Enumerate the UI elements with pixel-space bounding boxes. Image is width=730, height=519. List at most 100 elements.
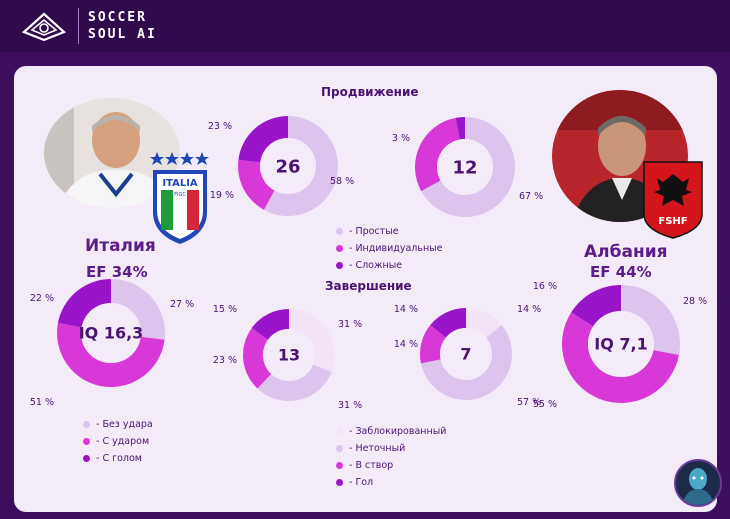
donut-center-label: 13 xyxy=(278,346,300,365)
donut-value-label: 16 % xyxy=(533,281,557,292)
legend-label: - Простые xyxy=(349,226,399,237)
donut-slice-Без удара xyxy=(621,285,680,356)
donut-slice-Без удара xyxy=(111,279,165,340)
logo-separator xyxy=(78,8,79,44)
donut-hole xyxy=(81,303,141,363)
donut-value-label: 3 % xyxy=(392,133,410,144)
legend-label: - Без удара xyxy=(96,419,153,430)
albania-badge-text: FSHF xyxy=(658,216,687,227)
donut-value-label: 15 % xyxy=(213,304,237,315)
donut-slice-Заблокированный xyxy=(466,308,502,338)
donut-value-label: 31 % xyxy=(338,319,362,330)
iq-legend: - Без удара - С ударом - С голом xyxy=(83,416,153,467)
donut-slice-Сложные xyxy=(238,116,288,163)
albania-federation-badge: FSHF xyxy=(640,160,706,240)
donut-center-label: 26 xyxy=(275,156,300,177)
legend-item: - В створ xyxy=(336,457,446,474)
finishing-legend: - Заблокированный - Неточный - В створ - Го… xyxy=(336,423,446,491)
donut-value-label: 55 % xyxy=(533,399,557,410)
donut-hole xyxy=(437,139,493,195)
italy-iq-donut: IQ 16,3 27 % 51 % 22 % xyxy=(30,279,194,408)
donut-hole xyxy=(588,311,654,377)
legend-item: - Сложные xyxy=(336,257,443,274)
donut-value-label: 23 % xyxy=(208,121,232,132)
donut-value-label: 23 % xyxy=(213,355,237,366)
donut-slice-В створ xyxy=(243,327,272,389)
donut-slice-С голом xyxy=(571,285,621,327)
home-team-name: Италия xyxy=(85,236,156,256)
top-bar: SOCCER SOUL AI xyxy=(0,0,730,52)
legend-item: - С ударом xyxy=(83,433,153,450)
donut-value-label: 14 % xyxy=(394,304,418,315)
legend-swatch xyxy=(336,462,343,469)
legend-label: - С голом xyxy=(96,453,142,464)
donut-slice-С ударом xyxy=(56,322,165,388)
donut-value-label: 22 % xyxy=(30,293,54,304)
progression-section-title: Продвижение xyxy=(321,85,419,99)
donut-slice-Заблокированный xyxy=(289,309,335,372)
donut-slice-Простые xyxy=(263,116,338,216)
legend-label: - Гол xyxy=(349,477,374,488)
donut-slice-С голом xyxy=(57,279,111,328)
donut-center-label: 7 xyxy=(460,345,471,364)
donut-slice-Индивидуальные xyxy=(414,117,460,192)
legend-swatch xyxy=(336,479,343,486)
legend-item: - Заблокированный xyxy=(336,423,446,440)
legend-label: - Неточный xyxy=(349,443,406,454)
donut-center-label: IQ 7,1 xyxy=(594,335,647,354)
legend-swatch xyxy=(336,245,343,252)
donut-value-label: 67 % xyxy=(519,191,543,202)
donut-center-label: 12 xyxy=(452,157,477,178)
donut-value-label: 58 % xyxy=(330,176,354,187)
albania-iq-donut: IQ 7,1 28 % 55 % 16 % xyxy=(533,281,707,410)
legend-item: - Простые xyxy=(336,223,443,240)
donut-slice-Гол xyxy=(430,308,466,338)
donut-slice-Простые xyxy=(421,117,516,217)
legend-item: - Неточный xyxy=(336,440,446,457)
legend-swatch xyxy=(83,438,90,445)
italy-badge-sub: FIGC xyxy=(174,192,186,198)
donut-value-label: 51 % xyxy=(30,397,54,408)
donut-slice-Неточный xyxy=(257,364,332,401)
legend-label: - Сложные xyxy=(349,260,403,271)
logo-text-line2: SOUL AI xyxy=(88,27,157,42)
stats-card: Продвижение Завершение ITALIA xyxy=(14,66,717,512)
finishing-section-title: Завершение xyxy=(325,279,412,293)
legend-item: - С голом xyxy=(83,450,153,467)
legend-swatch xyxy=(336,228,343,235)
italy-progression-donut: 26 58 % 19 % 23 % xyxy=(208,116,354,216)
donut-value-label: 14 % xyxy=(517,304,541,315)
donut-slice-Неточный xyxy=(420,324,512,400)
donut-hole xyxy=(263,329,315,381)
logo-text-line1: SOCCER xyxy=(88,10,147,25)
donut-value-label: 19 % xyxy=(210,190,234,201)
away-team-name: Албания xyxy=(584,242,668,262)
progression-legend: - Простые - Индивидуальные - Сложные xyxy=(336,223,443,274)
legend-item: - Гол xyxy=(336,474,446,491)
legend-swatch xyxy=(83,421,90,428)
legend-label: - С ударом xyxy=(96,436,150,447)
donut-value-label: 57 % xyxy=(517,397,541,408)
donut-hole xyxy=(440,328,492,380)
legend-label: - Заблокированный xyxy=(349,426,447,437)
brand-logo[interactable]: SOCCER SOUL AI xyxy=(20,8,170,46)
donut-slice-Индивидуальные xyxy=(237,159,275,210)
away-team-ef: EF 44% xyxy=(590,263,652,281)
donut-hole xyxy=(260,138,316,194)
albania-finishing-donut: 7 14 % 57 % 14 % 14 % xyxy=(394,304,541,408)
italy-finishing-donut: 13 31 % 31 % 23 % 15 % xyxy=(213,304,362,411)
albania-progression-donut: 12 67 % 3 % xyxy=(392,117,543,217)
donut-slice-Гол xyxy=(251,309,289,340)
legend-item: - Без удара xyxy=(83,416,153,433)
donut-value-label: 27 % xyxy=(170,299,194,310)
robot-soccer-ball-icon xyxy=(21,12,67,42)
ai-avatar[interactable] xyxy=(674,459,722,507)
donut-value-label: 14 % xyxy=(394,339,418,350)
legend-swatch xyxy=(83,455,90,462)
legend-label: - Индивидуальные xyxy=(349,243,443,254)
donut-slice-Сложные xyxy=(455,117,465,140)
legend-swatch xyxy=(336,445,343,452)
donut-value-label: 28 % xyxy=(683,296,707,307)
legend-swatch xyxy=(336,262,343,269)
donut-slice-В створ xyxy=(420,324,446,364)
